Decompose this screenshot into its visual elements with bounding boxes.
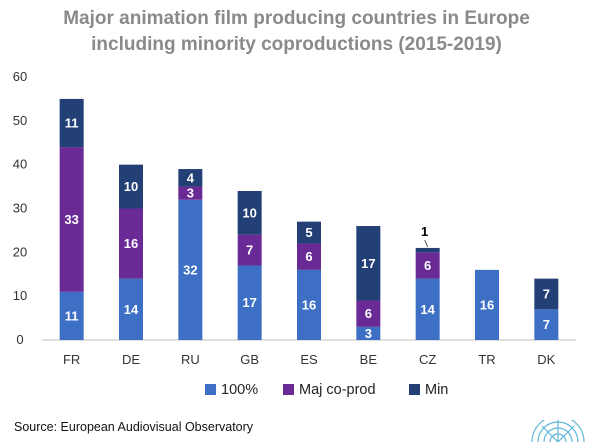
bar-segment-de-0	[119, 278, 143, 340]
bar-segment-tr-0	[475, 269, 499, 340]
bar-segment-es-0	[297, 269, 321, 340]
bar-segment-fr-0	[59, 291, 84, 340]
data-label: 11	[65, 116, 79, 131]
x-tick-label: DK	[537, 352, 555, 367]
data-label: 4	[187, 170, 195, 185]
data-label: 6	[365, 306, 372, 321]
bar-segment-fr-1	[59, 147, 84, 292]
bar-segment-de-1	[119, 208, 143, 279]
legend-label-1: Maj co-prod	[299, 382, 376, 398]
x-tick-label: TR	[478, 352, 495, 367]
data-label: 7	[543, 317, 550, 332]
bar-segment-gb-1	[237, 234, 262, 266]
data-label: 6	[424, 258, 431, 273]
data-label: 14	[124, 302, 139, 317]
source-note: Source: European Audiovisual Observatory	[14, 420, 254, 434]
bar-segment-cz-0	[415, 278, 440, 340]
legend-label-2: Min	[425, 382, 448, 398]
y-tick-label: 0	[16, 332, 23, 347]
data-label: 17	[361, 256, 375, 271]
chart-title-line-2: including minority coproductions (2015-2…	[91, 34, 502, 55]
bar-segment-cz-1	[415, 252, 440, 279]
data-label: 7	[543, 286, 550, 301]
x-tick-label: CZ	[419, 352, 436, 367]
legend-swatch-1	[283, 384, 294, 395]
bar-segment-be-0	[356, 326, 381, 340]
x-tick-label: GB	[240, 352, 259, 367]
bar-segment-es-2	[297, 221, 321, 244]
y-tick-label: 50	[13, 113, 27, 128]
bar-segment-ru-1	[178, 186, 203, 200]
data-label: 5	[305, 225, 312, 240]
observatory-logo-icon	[531, 420, 585, 442]
data-label: 3	[365, 326, 372, 341]
y-tick-label: 30	[13, 201, 27, 216]
legend-label-0: 100%	[221, 382, 258, 398]
data-label: 16	[124, 236, 138, 251]
bar-segment-es-1	[297, 243, 321, 270]
x-tick-label: DE	[122, 352, 140, 367]
bar-segment-ru-2	[178, 169, 203, 187]
data-label: 16	[302, 297, 316, 312]
data-label: 10	[124, 179, 138, 194]
label-leader-line	[424, 239, 429, 248]
x-tick-label: RU	[181, 352, 200, 367]
data-label: 1	[421, 224, 428, 239]
data-label: 14	[420, 302, 435, 317]
data-label: 33	[64, 212, 78, 227]
bar-segment-be-2	[356, 226, 381, 301]
bar-segment-fr-2	[59, 98, 84, 148]
x-tick-label: BE	[360, 352, 378, 367]
chart-title: Major animation film producing countries…	[0, 6, 593, 58]
bar-segment-de-2	[119, 164, 143, 209]
data-label: 32	[183, 262, 197, 277]
bar-segment-gb-2	[237, 190, 262, 235]
data-label: 3	[187, 186, 194, 201]
y-tick-label: 60	[13, 69, 27, 84]
data-label: 11	[65, 308, 79, 323]
y-tick-label: 10	[13, 288, 27, 303]
y-tick-label: 40	[13, 157, 27, 172]
bar-segment-ru-0	[178, 199, 203, 340]
bar-segment-dk-0	[534, 309, 559, 340]
legend-swatch-0	[205, 384, 216, 395]
chart-title-line-1: Major animation film producing countries…	[63, 8, 530, 29]
bar-segment-dk-2	[534, 278, 559, 310]
y-tick-label: 20	[13, 244, 27, 259]
data-label: 17	[242, 295, 256, 310]
bar-segment-gb-0	[237, 265, 262, 340]
data-label: 16	[480, 297, 494, 312]
bar-segment-be-1	[356, 300, 381, 327]
x-tick-label: ES	[300, 352, 318, 367]
legend-swatch-2	[409, 384, 420, 395]
data-label: 7	[246, 243, 253, 258]
x-tick-label: FR	[63, 352, 80, 367]
bar-segment-cz-2	[415, 247, 440, 253]
data-label: 6	[305, 249, 312, 264]
data-label: 10	[242, 205, 256, 220]
